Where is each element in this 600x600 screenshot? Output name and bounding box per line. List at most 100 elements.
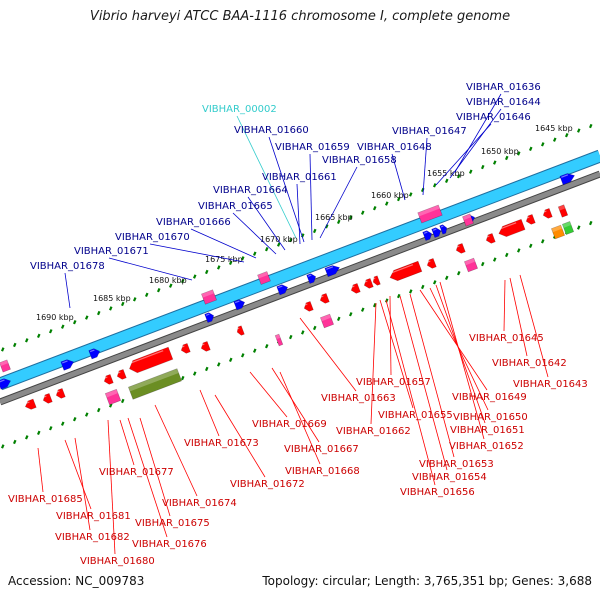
gene-label-reverse[interactable]: VIBHAR_01685 xyxy=(8,494,83,505)
gene-leader-line xyxy=(190,228,257,259)
gene-label-forward[interactable]: VIBHAR_01659 xyxy=(275,142,350,153)
gene-label-reverse[interactable]: VIBHAR_01669 xyxy=(252,419,327,430)
reverse-gene xyxy=(485,232,496,244)
pseudo-gene xyxy=(462,213,474,227)
gene-leader-line xyxy=(199,389,220,437)
gene-leader-line xyxy=(64,272,71,309)
gene-label-forward[interactable]: VIBHAR_01671 xyxy=(74,246,149,257)
gene-label-reverse[interactable]: VIBHAR_01642 xyxy=(492,358,567,369)
reverse-gene xyxy=(455,242,466,254)
gene-layer xyxy=(0,173,576,410)
tick-label: 1645 kbp xyxy=(535,124,573,133)
tick-label: 1680 kbp xyxy=(149,276,187,285)
scale-dashes-upper xyxy=(0,123,593,352)
reverse-gene xyxy=(103,373,114,385)
gene-label-forward[interactable]: VIBHAR_01648 xyxy=(357,142,432,153)
gene-leader-line xyxy=(214,394,266,478)
reverse-gene xyxy=(180,342,191,354)
tick-label: 1670 kbp xyxy=(260,235,298,244)
gene-leader-line xyxy=(64,439,92,510)
gene-leader-line xyxy=(409,293,455,458)
pseudo-gene xyxy=(257,271,271,285)
gene-label-reverse[interactable]: VIBHAR_01643 xyxy=(513,379,588,390)
gene-label-reverse[interactable]: VIBHAR_01650 xyxy=(453,412,528,423)
forward-gene xyxy=(204,312,215,324)
gene-label-forward[interactable]: VIBHAR_01647 xyxy=(392,126,467,137)
gene-label-reverse[interactable]: VIBHAR_01668 xyxy=(285,466,360,477)
gene-label-reverse[interactable]: VIBHAR_01662 xyxy=(336,426,411,437)
gene-label-reverse[interactable]: VIBHAR_01663 xyxy=(321,393,396,404)
gene-label-reverse[interactable]: VIBHAR_01656 xyxy=(400,487,475,498)
gene-leader-line xyxy=(154,404,198,497)
gene-label-reverse[interactable]: VIBHAR_01651 xyxy=(450,425,525,436)
gene-label-reverse[interactable]: VIBHAR_01645 xyxy=(469,333,544,344)
leader-lines xyxy=(37,93,549,555)
gene-label-reverse[interactable]: VIBHAR_01675 xyxy=(135,518,210,529)
gene-label-forward[interactable]: VIBHAR_01678 xyxy=(30,261,105,272)
forward-gene xyxy=(88,348,101,360)
gene-label-reverse[interactable]: VIBHAR_01657 xyxy=(356,377,431,388)
reverse-gene xyxy=(319,292,330,304)
gene-leader-line xyxy=(454,93,502,173)
genome-summary-text: Topology: circular; Length: 3,765,351 bp… xyxy=(262,574,592,588)
tick-label: 1685 kbp xyxy=(93,294,131,303)
gene-label-reverse[interactable]: VIBHAR_01680 xyxy=(80,556,155,567)
gene-label-forward[interactable]: VIBHAR_01666 xyxy=(156,217,231,228)
gene-label-forward[interactable]: VIBHAR_01665 xyxy=(198,201,273,212)
gene-leader-line xyxy=(127,417,168,538)
track-layer xyxy=(0,149,600,406)
gene-leader-line xyxy=(271,367,320,443)
gene-leader-line xyxy=(236,115,297,239)
gene-label-reverse[interactable]: VIBHAR_01649 xyxy=(452,392,527,403)
forward-track xyxy=(0,150,600,390)
reverse-gene xyxy=(363,277,374,289)
reverse-gene xyxy=(350,282,361,294)
gene-label-reverse[interactable]: VIBHAR_01652 xyxy=(449,441,524,452)
reverse-gene xyxy=(24,398,37,410)
reverse-gene xyxy=(557,204,569,218)
gene-label-reverse[interactable]: VIBHAR_01682 xyxy=(55,532,130,543)
gene-leader-line xyxy=(279,371,321,465)
reverse-gene xyxy=(116,368,127,380)
tick-label: 1675 kbp xyxy=(205,255,243,264)
gene-label-reverse[interactable]: VIBHAR_01667 xyxy=(284,444,359,455)
reverse-gene xyxy=(372,275,381,286)
reverse-gene xyxy=(236,325,245,336)
gene-label-reverse[interactable]: VIBHAR_01681 xyxy=(56,511,131,522)
gene-label-reverse[interactable]: VIBHAR_01674 xyxy=(162,498,237,509)
gene-label-forward[interactable]: VIBHAR_01646 xyxy=(456,112,531,123)
gene-leader-line xyxy=(309,153,313,241)
gene-leader-line xyxy=(385,299,436,486)
gene-label-reverse[interactable]: VIBHAR_01672 xyxy=(230,479,305,490)
gene-label-forward[interactable]: VIBHAR_01658 xyxy=(322,155,397,166)
gene-leader-line xyxy=(108,257,193,281)
tick-label: 1665 kbp xyxy=(315,213,353,222)
gene-label-reverse[interactable]: VIBHAR_01654 xyxy=(412,472,487,483)
gene-leader-line xyxy=(391,153,406,201)
gene-label-reverse[interactable]: VIBHAR_01653 xyxy=(419,459,494,470)
reverse-gene xyxy=(498,218,526,237)
pseudo-gene xyxy=(201,289,217,305)
gene-label-forward[interactable]: VIBHAR_01636 xyxy=(466,82,541,93)
gene-label-reverse[interactable]: VIBHAR_01673 xyxy=(184,438,259,449)
gene-leader-line xyxy=(370,302,377,425)
gene-leader-line xyxy=(268,136,305,243)
pseudo-gene xyxy=(274,333,284,347)
gene-leader-line xyxy=(503,279,506,332)
gene-label-reverse[interactable]: VIBHAR_01677 xyxy=(99,467,174,478)
gene-label-forward[interactable]: VIBHAR_00002 xyxy=(202,104,277,115)
gene-leader-line xyxy=(519,274,549,378)
gene-label-reverse[interactable]: VIBHAR_01676 xyxy=(132,539,207,550)
gene-leader-line xyxy=(37,447,44,493)
gene-label-forward[interactable]: VIBHAR_01644 xyxy=(466,97,541,108)
gene-label-forward[interactable]: VIBHAR_01664 xyxy=(213,185,288,196)
gene-label-forward[interactable]: VIBHAR_01660 xyxy=(234,125,309,136)
forward-gene xyxy=(233,299,246,311)
gene-leader-line xyxy=(139,417,171,517)
gene-label-forward[interactable]: VIBHAR_01670 xyxy=(115,232,190,243)
reverse-gene xyxy=(128,346,174,374)
gene-label-reverse[interactable]: VIBHAR_01655 xyxy=(378,410,453,421)
gene-label-forward[interactable]: VIBHAR_01661 xyxy=(262,172,337,183)
